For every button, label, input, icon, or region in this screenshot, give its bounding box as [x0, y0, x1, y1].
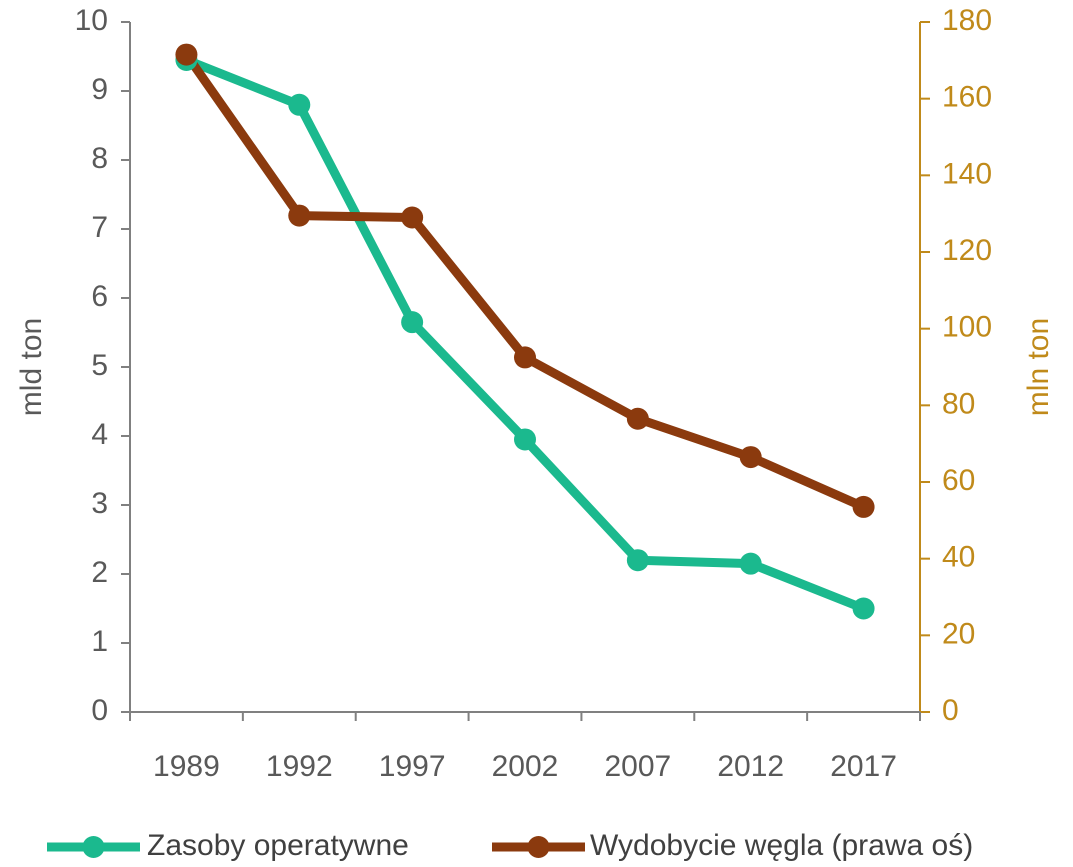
- x-tick-label: 2017: [830, 750, 897, 783]
- series-2-point: [514, 346, 536, 369]
- right-tick-label: 140: [942, 157, 992, 190]
- left-tick-label: 4: [91, 418, 108, 451]
- right-tick-label: 100: [942, 311, 992, 344]
- legend-label-1: Zasoby operatywne: [147, 829, 409, 862]
- series-2-point: [739, 446, 762, 469]
- series-2-point: [626, 407, 649, 430]
- left-tick-label: 10: [75, 4, 108, 37]
- series-1-point: [626, 549, 649, 572]
- left-tick-label: 7: [91, 211, 108, 244]
- left-tick-label: 8: [91, 142, 108, 175]
- right-tick-label: 180: [942, 4, 992, 37]
- series-2-point: [288, 204, 311, 227]
- left-tick-label: 9: [91, 73, 108, 106]
- x-tick-label: 2012: [717, 750, 784, 783]
- right-tick-label: 40: [942, 541, 975, 574]
- left-tick-label: 6: [91, 280, 108, 313]
- left-tick-label: 2: [91, 556, 108, 589]
- series-1-point: [288, 93, 311, 116]
- left-tick-label: 5: [91, 349, 108, 382]
- right-axis-title: mln ton: [1022, 318, 1055, 416]
- series-2-point: [852, 495, 875, 518]
- left-tick-label: 3: [91, 487, 108, 520]
- series-1-point: [401, 311, 424, 334]
- right-tick-label: 20: [942, 617, 975, 650]
- legend-marker-1: [82, 836, 105, 858]
- x-tick-label: 1989: [153, 750, 220, 783]
- series-2-point: [401, 206, 424, 229]
- series-line-1: [181, 55, 869, 613]
- right-tick-label: 160: [942, 81, 992, 114]
- left-tick-label: 0: [91, 694, 108, 727]
- x-tick-label: 2002: [492, 750, 559, 783]
- series-2-point: [175, 43, 198, 66]
- series-1-point: [739, 552, 762, 575]
- left-tick-label: 1: [91, 625, 108, 658]
- x-tick-label: 1992: [266, 750, 333, 783]
- legend-label-2: Wydobycie węgla (prawa oś): [590, 829, 973, 862]
- series-1-point: [514, 428, 536, 451]
- left-axis-title: mld ton: [15, 318, 48, 416]
- right-tick-label: 80: [942, 387, 975, 420]
- legend-marker-2: [527, 836, 550, 858]
- right-tick-label: 120: [942, 234, 992, 267]
- right-tick-label: 0: [942, 694, 959, 727]
- x-tick-label: 1997: [379, 750, 446, 783]
- series-1-point: [852, 597, 875, 620]
- x-tick-label: 2007: [604, 750, 671, 783]
- right-tick-label: 60: [942, 464, 975, 497]
